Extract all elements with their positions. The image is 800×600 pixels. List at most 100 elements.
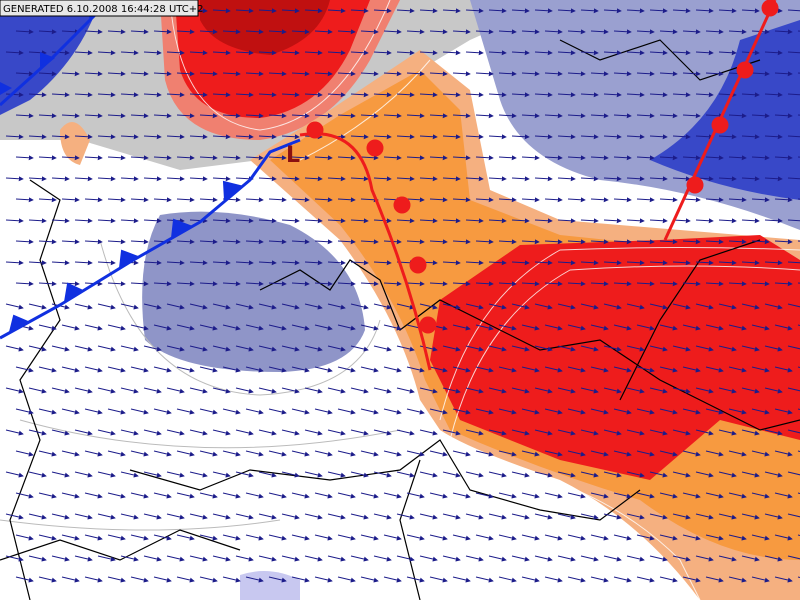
wind-arrow xyxy=(442,513,461,520)
wind-arrow xyxy=(488,8,507,14)
wind-arrow xyxy=(291,408,310,415)
wind-arrow xyxy=(314,113,333,119)
wind-arrow xyxy=(419,303,438,310)
wind-arrow xyxy=(130,450,149,457)
wind-arrow xyxy=(705,324,724,331)
wind-arrow xyxy=(199,492,218,499)
wind-arrow xyxy=(61,408,80,415)
wind-arrow xyxy=(521,408,540,415)
wind-arrow xyxy=(695,429,714,436)
wind-arrow xyxy=(613,197,632,203)
wind-arrow xyxy=(544,281,563,287)
wind-arrow xyxy=(314,492,333,499)
wind-arrow xyxy=(337,197,356,203)
wind-arrow xyxy=(488,260,507,266)
wind-arrow xyxy=(682,71,701,77)
wind-arrow xyxy=(682,576,701,583)
wind-arrow xyxy=(429,113,448,119)
wind-arrow xyxy=(176,155,195,161)
wind-arrow xyxy=(613,408,632,415)
wind-arrow xyxy=(396,8,415,14)
wind-arrow xyxy=(672,429,691,436)
wind-arrow xyxy=(419,429,438,436)
wind-arrow xyxy=(120,176,139,182)
wind-arrow xyxy=(84,408,103,415)
wind-arrow xyxy=(787,135,800,138)
wind-arrow xyxy=(97,429,116,436)
wind-arrow xyxy=(452,239,471,245)
wind-arrow xyxy=(718,387,737,394)
wind-arrow xyxy=(764,260,783,266)
wind-arrow xyxy=(649,176,668,182)
wind-arrow xyxy=(695,50,714,56)
wind-arrow xyxy=(442,555,461,562)
wind-arrow xyxy=(613,71,632,77)
wind-arrow xyxy=(15,450,34,457)
wind-arrow xyxy=(534,92,553,98)
wind-arrow xyxy=(787,51,800,54)
wind-arrow xyxy=(51,387,70,394)
wind-arrow xyxy=(337,239,356,245)
wind-arrow xyxy=(429,281,448,287)
wind-arrow xyxy=(557,176,576,182)
wind-arrow xyxy=(51,345,70,352)
wind-arrow xyxy=(360,366,379,373)
wind-arrow xyxy=(38,324,57,331)
wind-arrow xyxy=(406,450,425,457)
wind-arrow xyxy=(429,239,448,245)
wind-arrow xyxy=(5,176,24,182)
wind-arrow xyxy=(429,576,448,583)
wind-arrow xyxy=(682,450,701,457)
wind-arrow xyxy=(84,29,103,35)
wind-arrow xyxy=(258,429,277,436)
wind-arrow xyxy=(281,92,300,98)
wind-arrow xyxy=(235,218,254,224)
wind-arrow xyxy=(84,576,103,583)
wind-arrow xyxy=(350,513,369,520)
wind-arrow xyxy=(590,281,609,287)
wind-arrow xyxy=(120,513,139,520)
wind-arrow xyxy=(281,8,300,14)
wind-arrow xyxy=(557,387,576,394)
wind-arrow xyxy=(97,303,116,310)
wind-arrow xyxy=(396,555,415,562)
wind-arrow xyxy=(672,513,691,520)
wind-arrow xyxy=(682,534,701,541)
wind-arrow xyxy=(429,29,448,35)
wind-arrow xyxy=(567,71,586,77)
wind-arrow xyxy=(567,450,586,457)
wind-arrow xyxy=(764,176,783,182)
wind-arrow xyxy=(488,218,507,224)
wind-arrow xyxy=(649,260,668,266)
wind-arrow xyxy=(613,29,632,35)
wind-arrow xyxy=(603,303,622,310)
wind-arrow xyxy=(176,576,195,583)
wind-arrow xyxy=(143,513,162,520)
wind-arrow xyxy=(672,345,691,352)
wind-arrow xyxy=(222,155,241,161)
wind-arrow xyxy=(521,281,540,287)
wind-arrow xyxy=(511,513,530,520)
wind-arrow xyxy=(396,471,415,478)
wind-arrow xyxy=(258,345,277,352)
wind-arrow xyxy=(153,71,172,77)
wind-arrow xyxy=(258,303,277,310)
lavender-area xyxy=(142,211,365,372)
wind-arrow xyxy=(442,471,461,478)
wind-arrow xyxy=(764,513,783,520)
wind-arrow xyxy=(636,408,655,415)
wind-arrow xyxy=(705,492,724,499)
wind-arrow xyxy=(74,303,93,310)
wind-arrow xyxy=(373,260,392,266)
wind-arrow xyxy=(383,113,402,119)
wind-arrow xyxy=(15,492,34,499)
wind-arrow xyxy=(672,134,691,140)
wind-arrow xyxy=(649,134,668,140)
wind-arrow xyxy=(787,471,800,476)
wind-arrow xyxy=(281,50,300,56)
wind-arrow xyxy=(396,92,415,98)
wind-arrow xyxy=(373,555,392,562)
wind-arrow xyxy=(143,260,162,266)
wind-arrow xyxy=(751,71,770,77)
wind-arrow xyxy=(626,387,645,394)
